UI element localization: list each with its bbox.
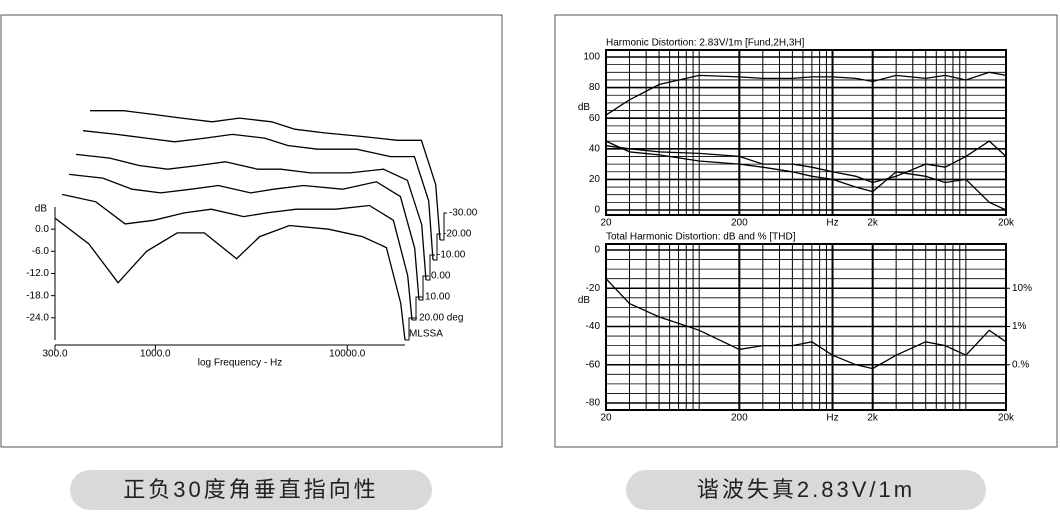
x-tick-label: 20: [600, 218, 612, 229]
y-tick-label: 0.0: [35, 224, 49, 235]
x-tick-label: Hz: [826, 218, 838, 229]
y-tick-label: -12.0: [26, 268, 49, 279]
x-axis-label: log Frequency - Hz: [198, 358, 282, 369]
y2-tick-label: 0.%: [1012, 359, 1029, 370]
label-leader: [412, 296, 423, 321]
x-tick-label: 300.0: [42, 349, 67, 360]
y-tick-label: -40: [586, 321, 601, 332]
series-line: [68, 173, 420, 301]
y-tick-label: -20: [586, 283, 601, 294]
series-line: [75, 153, 427, 281]
y-axis-label: dB: [35, 204, 48, 215]
x-tick-label: 20k: [998, 413, 1015, 424]
series-label: 20.00 deg: [419, 313, 464, 324]
caption: 谐波失真2.83V/1m: [697, 477, 915, 502]
x-tick-label: 20k: [998, 218, 1015, 229]
y-tick-label: -18.0: [26, 290, 49, 301]
label-leader: [440, 212, 447, 241]
label-leader: [419, 275, 429, 301]
y-tick-label: 20: [589, 174, 601, 185]
x-tick-label: 200: [731, 218, 748, 229]
series-line: [605, 140, 1007, 184]
series-label: -20.00: [443, 229, 472, 240]
series-line: [61, 193, 413, 321]
series-line: [605, 140, 1007, 211]
series-line: [82, 130, 434, 261]
y-tick-label: 0: [594, 245, 600, 256]
x-tick-label: 2k: [867, 413, 879, 424]
y2-tick-label: 10%: [1012, 283, 1032, 294]
label-leader: [426, 254, 435, 281]
y-tick-label: 60: [589, 113, 601, 124]
y-axis-label: dB: [578, 295, 591, 306]
y2-tick-label: 1%: [1012, 321, 1027, 332]
y-tick-label: 40: [589, 143, 601, 154]
y-tick-label: -60: [586, 359, 601, 370]
caption-pill: [626, 470, 986, 510]
left-panel: [0, 14, 503, 448]
x-tick-label: 2k: [867, 218, 879, 229]
x-tick-label: 1000.0: [140, 349, 171, 360]
series-label: 0.00: [431, 271, 451, 282]
series-label: -30.00: [449, 208, 478, 219]
y-tick-label: -24.0: [26, 312, 49, 323]
series-line: [54, 217, 406, 341]
label-leader: [433, 233, 441, 261]
y-tick-label: 100: [583, 52, 600, 63]
label-leader: [405, 317, 417, 341]
y-tick-label: -6.0: [32, 246, 50, 257]
caption: 正负30度角垂直指向性: [123, 477, 378, 502]
series-label: -10.00: [437, 250, 466, 261]
x-tick-label: 10000.0: [329, 349, 366, 360]
x-tick-label: 200: [731, 413, 748, 424]
annotation: MLSSA: [409, 329, 443, 340]
y-axis-label: dB: [578, 102, 591, 113]
y-tick-label: -80: [586, 398, 601, 409]
series-label: 10.00: [425, 292, 450, 303]
series-line: [90, 110, 441, 241]
chart-title: Total Harmonic Distortion: dB and % [THD…: [606, 232, 796, 243]
y-tick-label: 0: [594, 205, 600, 216]
series-line: [605, 278, 1007, 370]
x-tick-label: Hz: [826, 413, 838, 424]
y-tick-label: 80: [589, 82, 601, 93]
series-line: [605, 71, 1007, 116]
x-tick-label: 20: [600, 413, 612, 424]
chart-title: Harmonic Distortion: 2.83V/1m [Fund,2H,3…: [606, 38, 805, 49]
caption-pill: [70, 470, 432, 510]
